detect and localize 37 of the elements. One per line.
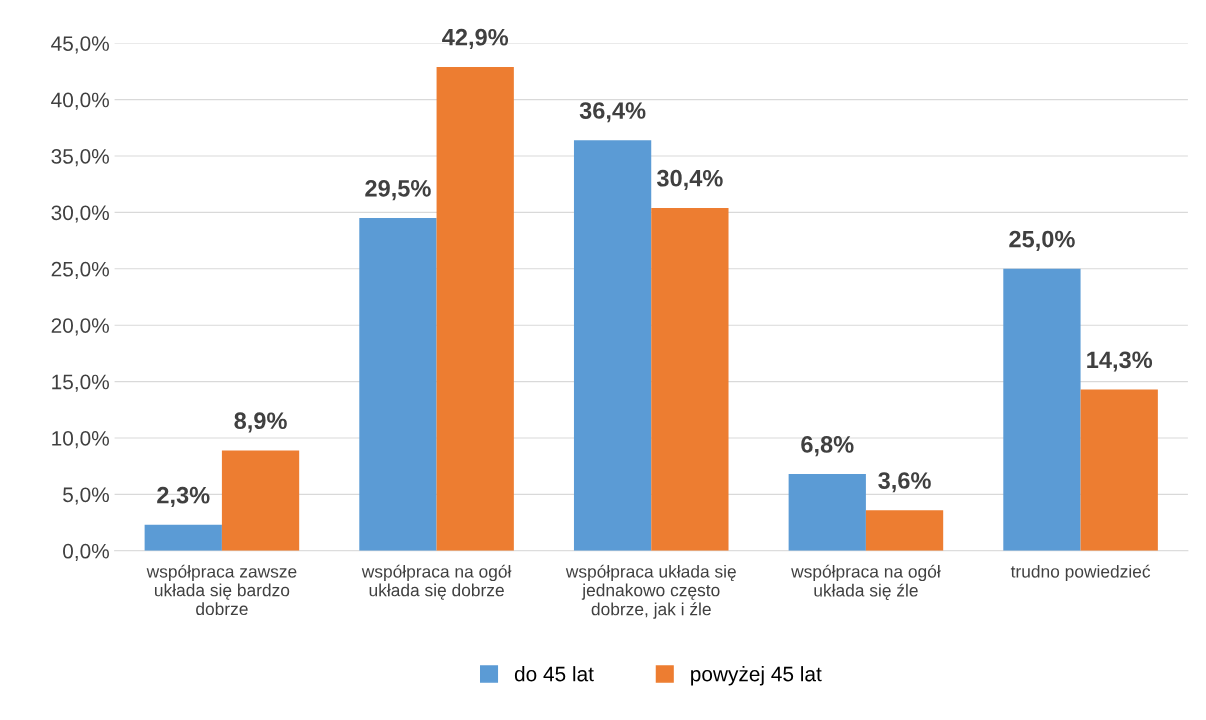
y-tick-label: 5,0% <box>63 487 109 505</box>
data-label: 25,0% <box>1009 230 1075 251</box>
y-tick-label: 30,0% <box>51 205 109 223</box>
y-tick-label: 10,0% <box>52 431 109 449</box>
bar <box>788 474 866 551</box>
x-tick-label: współpraca na ogół układa się dobrze <box>361 564 512 600</box>
data-label: 8,9% <box>234 412 287 433</box>
data-label: 3,6% <box>878 472 931 493</box>
y-tick-label: 40,0% <box>51 92 109 110</box>
y-tick-label: 35,0% <box>51 149 109 167</box>
x-tick-label: trudno powiedzieć <box>1010 564 1151 582</box>
bar <box>144 524 222 551</box>
y-tick-label: 15,0% <box>52 374 109 392</box>
bar <box>1080 389 1158 551</box>
bar <box>865 510 944 551</box>
bar <box>651 207 729 551</box>
x-tick-label: współpraca zawsze układa się bardzo dobrze <box>146 564 297 616</box>
bar <box>436 66 514 551</box>
data-label: 42,9% <box>442 28 509 49</box>
y-tick-label: 20,0% <box>51 318 109 336</box>
bar <box>221 450 300 551</box>
y-tick-label: 25,0% <box>51 261 109 280</box>
data-label: 29,5% <box>365 179 431 201</box>
legend-label: powyżej 45 lat <box>691 666 822 686</box>
bar <box>359 218 437 551</box>
y-tick-label: 45,0% <box>51 36 109 54</box>
legend-label: do 45 lat <box>514 666 594 682</box>
data-label: 6,8% <box>801 436 854 457</box>
x-tick-label: współpraca na ogół układa się źle <box>791 564 941 601</box>
data-label: 30,4% <box>656 169 723 190</box>
data-label: 2,3% <box>157 486 210 507</box>
data-label: 14,3% <box>1087 351 1153 372</box>
bar <box>573 140 652 551</box>
data-label: 36,4% <box>579 102 646 123</box>
y-tick-label: 0,0% <box>63 543 109 562</box>
x-tick-label: współpraca układa się jednakowo często dobrze, jak i źle <box>565 564 736 619</box>
bar <box>1003 268 1081 551</box>
